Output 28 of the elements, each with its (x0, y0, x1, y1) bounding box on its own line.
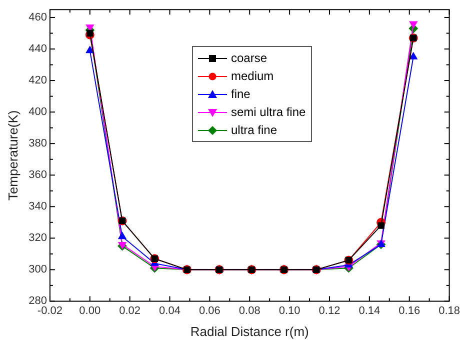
y-tick-label: 320 (28, 232, 47, 244)
x-tick-label: 0.06 (198, 304, 220, 317)
legend-label: medium (231, 68, 274, 85)
legend-label: coarse (231, 50, 268, 67)
x-tick-label: 0.08 (238, 304, 260, 317)
y-tick-label: 420 (28, 74, 47, 87)
x-tick-label: 0.00 (79, 304, 101, 317)
x-tick-label: 0.16 (398, 304, 420, 317)
y-tick-label: 440 (28, 43, 47, 56)
x-tick-label: 0.02 (119, 304, 141, 317)
legend-label: fine (231, 86, 250, 103)
y-tick-label: 300 (28, 264, 47, 276)
x-axis-title: Radial Distance r(m) (190, 324, 309, 339)
y-tick-label: 400 (28, 106, 47, 118)
y-tick-label: 360 (28, 169, 47, 182)
x-tick-label: 0.04 (159, 304, 180, 317)
y-tick-label: 280 (28, 295, 47, 308)
y-tick-label: 460 (28, 12, 47, 24)
y-tick-label: 340 (28, 200, 47, 213)
y-tick-label: 380 (28, 138, 47, 150)
y-axis-title: Temperature(K) (5, 110, 20, 201)
x-tick-label: 0.10 (278, 304, 300, 317)
legend-label: semi ultra fine (231, 104, 306, 121)
x-tick-label: 0.14 (358, 304, 380, 317)
x-tick-label: 0.12 (318, 304, 340, 317)
x-tick-label: -0.02 (37, 304, 62, 317)
x-tick-label: 0.18 (438, 304, 460, 317)
legend-label: ultra fine (231, 122, 278, 139)
